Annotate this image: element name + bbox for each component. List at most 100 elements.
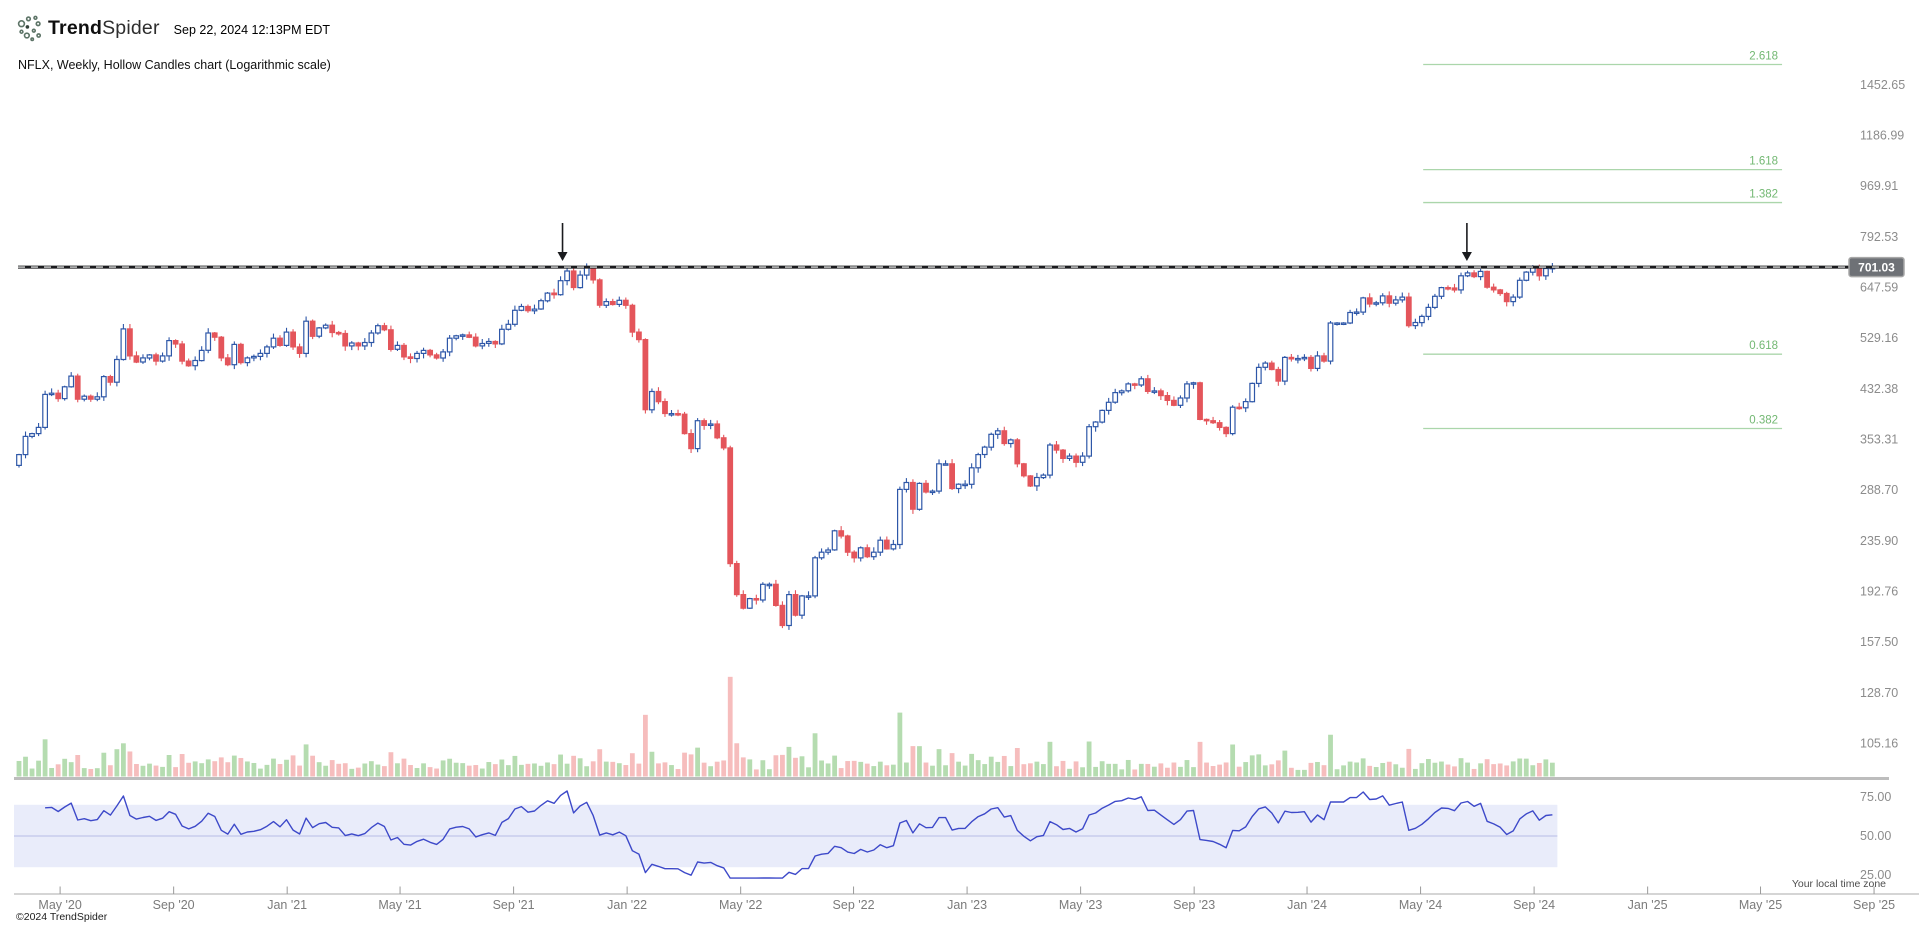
candle xyxy=(505,323,512,330)
candle xyxy=(890,543,897,550)
volume-bar xyxy=(460,763,466,777)
candle xyxy=(81,395,88,400)
volume-bar xyxy=(1204,762,1209,777)
volume-bar xyxy=(349,768,355,777)
candle xyxy=(1131,383,1138,386)
candle xyxy=(616,299,623,305)
volume-bar xyxy=(675,769,681,777)
candle xyxy=(727,447,734,565)
volume-bar xyxy=(258,768,263,777)
oscillator-axis-label: 50.00 xyxy=(1860,829,1891,843)
candle xyxy=(355,342,362,347)
price-line-badge xyxy=(1848,256,1905,278)
price-axis-label: 792.53 xyxy=(1860,230,1898,244)
volume-bar xyxy=(107,765,113,777)
candle xyxy=(1301,356,1308,360)
candle xyxy=(818,551,825,559)
volume-bar xyxy=(290,755,296,777)
candle xyxy=(1001,430,1008,445)
candle xyxy=(825,549,831,553)
candle xyxy=(472,336,479,347)
volume-bar xyxy=(199,763,205,777)
candle xyxy=(733,562,740,596)
candle xyxy=(126,328,133,357)
candle xyxy=(185,360,192,367)
volume-bar xyxy=(577,758,583,777)
volume-bar xyxy=(62,758,68,777)
candle xyxy=(655,390,662,403)
candle xyxy=(1210,420,1217,424)
candle xyxy=(375,325,381,334)
timezone-note: Your local time zone xyxy=(1791,878,1886,890)
volume-bar xyxy=(1510,761,1516,777)
volume-bar xyxy=(75,755,81,777)
volume-bar xyxy=(871,766,877,777)
candle xyxy=(870,551,877,558)
volume-bar xyxy=(101,752,107,777)
volume-bar xyxy=(616,763,622,777)
volume-bar xyxy=(519,764,524,777)
candle xyxy=(433,354,440,359)
fib-level-label: 1.618 xyxy=(1749,156,1778,168)
volume-bar xyxy=(1530,765,1536,777)
chart-subtitle: NFLX, Weekly, Hollow Candles chart (Loga… xyxy=(18,58,331,72)
candle xyxy=(68,375,75,388)
fib-extension-lines[interactable]: 2.618 1.618 1.382 0.618 0.382 xyxy=(1423,50,1783,430)
candle xyxy=(675,413,681,416)
candle xyxy=(1053,444,1060,451)
volume-bar xyxy=(1158,763,1164,777)
x-axis: May '20 Sep '20 Jan '21 May '21 Sep '21 Jan '… xyxy=(14,886,1919,912)
candle xyxy=(831,530,838,551)
candle xyxy=(1281,356,1288,382)
volume-bar xyxy=(1341,765,1346,777)
candle xyxy=(1092,421,1099,428)
candle xyxy=(988,433,995,448)
volume-bar xyxy=(551,764,557,777)
volume-bar xyxy=(656,763,661,777)
volume-bar xyxy=(205,759,211,777)
candle xyxy=(805,595,812,598)
candle xyxy=(962,483,968,487)
volume-bar xyxy=(173,767,178,777)
candle xyxy=(427,349,433,356)
ath-price-line[interactable]: 701.03 xyxy=(18,256,1905,278)
volume-bar xyxy=(629,753,635,777)
candle xyxy=(107,376,114,383)
candle xyxy=(335,331,342,335)
candle xyxy=(551,292,557,296)
candles[interactable] xyxy=(16,263,1556,630)
volume-bar xyxy=(127,751,133,777)
volume-bar xyxy=(251,762,257,777)
volume-bar xyxy=(408,765,413,777)
candle xyxy=(159,355,166,362)
candle xyxy=(786,593,792,627)
volume-bar xyxy=(284,759,289,777)
candle xyxy=(936,463,942,492)
oscillator-line xyxy=(45,790,1553,879)
candle xyxy=(322,324,329,329)
volume-bar xyxy=(1001,755,1007,777)
candle xyxy=(511,309,518,325)
volume-bar xyxy=(1197,741,1203,777)
candle xyxy=(446,337,453,353)
volume-bar xyxy=(1386,761,1392,777)
candle xyxy=(1099,409,1106,423)
annotation-arrows[interactable] xyxy=(557,223,1472,261)
volume-bar xyxy=(192,761,198,777)
volume-bar xyxy=(166,754,172,777)
volume-bar xyxy=(943,765,948,777)
volume-bar xyxy=(1471,768,1477,777)
volume-bar xyxy=(936,749,942,777)
candle xyxy=(420,349,427,354)
candle xyxy=(1464,272,1471,277)
volume-bar xyxy=(466,765,472,777)
candle xyxy=(1033,476,1040,487)
volume-bar xyxy=(1021,764,1027,777)
candle xyxy=(1360,297,1367,313)
volume-bar xyxy=(297,765,302,777)
volume-bar xyxy=(362,763,368,777)
volume-bar xyxy=(134,763,139,777)
volume-bar xyxy=(747,759,753,777)
